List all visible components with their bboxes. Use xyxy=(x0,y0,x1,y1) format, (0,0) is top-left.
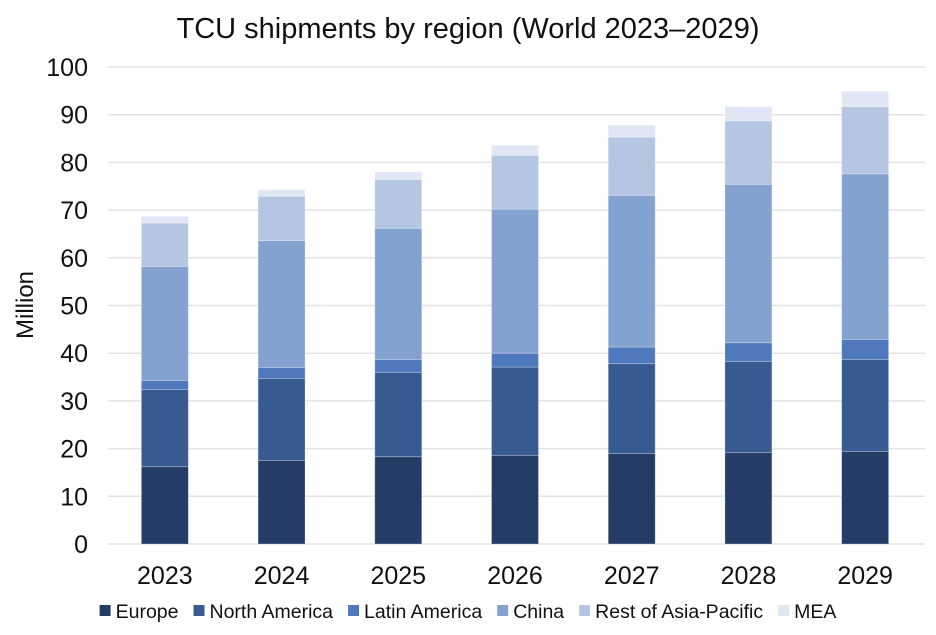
legend-swatch xyxy=(778,605,790,616)
x-tick-labels: 2023 2024 2025 2026 2027 2028 2029 xyxy=(137,562,893,590)
bar-segment-latin-america-2023 xyxy=(140,379,189,390)
legend-label: Europe xyxy=(116,601,179,623)
bar-segment-north-america-2027 xyxy=(607,363,656,454)
bar-segment-china-2023 xyxy=(140,265,189,381)
bar-segment-rest-of-asia-pacific-2023 xyxy=(140,222,189,267)
y-tick-label: 60 xyxy=(60,245,88,273)
bar-segment-latin-america-2024 xyxy=(257,367,306,379)
bar-segment-mea-2025 xyxy=(374,171,423,180)
bar-segment-rest-of-asia-pacific-2028 xyxy=(724,120,773,185)
bar-segment-china-2028 xyxy=(724,183,773,344)
bar-segment-mea-2029 xyxy=(841,90,890,107)
bar-segment-china-2027 xyxy=(607,194,656,348)
bar-segment-china-2025 xyxy=(374,227,423,360)
y-tick-labels: 0 10 20 30 40 50 60 70 80 90 100 xyxy=(46,54,88,559)
y-tick-label: 70 xyxy=(60,197,88,225)
y-axis-label: Million xyxy=(12,271,39,339)
legend: Europe North America Latin America China Res… xyxy=(99,601,836,623)
y-tick-label: 50 xyxy=(60,293,88,321)
bar-segment-latin-america-2027 xyxy=(607,346,656,365)
bar-segment-north-america-2025 xyxy=(374,371,423,458)
bar-segment-china-2024 xyxy=(257,240,306,368)
bar-segment-china-2029 xyxy=(841,173,890,340)
bar-segment-latin-america-2025 xyxy=(374,359,423,373)
y-tick-label: 100 xyxy=(46,54,88,82)
legend-label: Latin America xyxy=(364,601,482,623)
legend-label: MEA xyxy=(794,601,836,623)
bar-segment-north-america-2028 xyxy=(724,360,773,453)
legend-swatch xyxy=(348,605,360,616)
x-tick-label: 2024 xyxy=(254,562,310,590)
bar-segment-europe-2026 xyxy=(491,454,539,545)
bar-segment-mea-2027 xyxy=(607,124,656,138)
legend-item-china: China xyxy=(497,601,564,623)
y-tick-label: 80 xyxy=(60,149,88,177)
legend-label: North America xyxy=(209,601,333,623)
legend-item-mea: MEA xyxy=(778,601,836,623)
bar-segment-rest-of-asia-pacific-2024 xyxy=(257,195,306,242)
bar-segment-europe-2027 xyxy=(607,452,656,545)
x-tick-label: 2029 xyxy=(837,562,893,590)
legend-label: Rest of Asia-Pacific xyxy=(595,601,763,623)
legend-item-rest-of-asia-pacific: Rest of Asia-Pacific xyxy=(579,601,763,623)
bar-segment-europe-2029 xyxy=(841,451,890,545)
bar-segment-north-america-2024 xyxy=(257,378,306,461)
bar-segment-latin-america-2026 xyxy=(491,352,539,368)
chart-title: TCU shipments by region (World 2023–2029… xyxy=(177,13,760,45)
bar-segment-mea-2026 xyxy=(491,144,539,156)
bar-segment-rest-of-asia-pacific-2029 xyxy=(841,106,890,175)
bar-segment-europe-2028 xyxy=(724,452,773,545)
bar-segment-rest-of-asia-pacific-2027 xyxy=(607,136,656,196)
bar-segment-mea-2028 xyxy=(724,106,773,122)
legend-swatch xyxy=(497,605,509,616)
legend-item-europe: Europe xyxy=(99,601,179,623)
bar-segment-north-america-2023 xyxy=(140,389,189,468)
x-tick-label: 2023 xyxy=(137,562,193,590)
bar-segment-europe-2025 xyxy=(374,456,423,545)
y-tick-label: 0 xyxy=(74,531,88,559)
y-tick-label: 20 xyxy=(60,436,88,464)
x-tick-label: 2025 xyxy=(370,562,426,590)
bar-segment-rest-of-asia-pacific-2025 xyxy=(374,179,423,229)
bar-segment-rest-of-asia-pacific-2026 xyxy=(491,154,539,210)
legend-item-north-america: North America xyxy=(193,601,333,623)
y-tick-label: 10 xyxy=(60,483,88,511)
bar-segment-china-2026 xyxy=(491,208,539,354)
legend-swatch xyxy=(579,605,591,616)
bar-segment-europe-2023 xyxy=(140,466,189,545)
x-tick-label: 2027 xyxy=(604,562,660,590)
bar-segment-north-america-2029 xyxy=(841,359,890,452)
y-tick-label: 30 xyxy=(60,388,88,416)
x-tick-label: 2028 xyxy=(721,562,777,590)
bar-segment-mea-2024 xyxy=(257,189,306,197)
bar-segment-mea-2023 xyxy=(140,215,189,224)
legend-swatch xyxy=(99,605,111,616)
legend-swatch xyxy=(193,605,205,616)
bars xyxy=(140,90,890,545)
legend-item-latin-america: Latin America xyxy=(348,601,482,623)
y-tick-label: 40 xyxy=(60,340,88,368)
bar-segment-latin-america-2028 xyxy=(724,342,773,362)
bar-segment-north-america-2026 xyxy=(491,366,539,456)
bar-segment-latin-america-2029 xyxy=(841,338,890,360)
y-tick-label: 90 xyxy=(60,102,88,130)
legend-label: China xyxy=(513,601,564,623)
x-tick-label: 2026 xyxy=(487,562,543,590)
bar-segment-europe-2024 xyxy=(257,460,306,545)
